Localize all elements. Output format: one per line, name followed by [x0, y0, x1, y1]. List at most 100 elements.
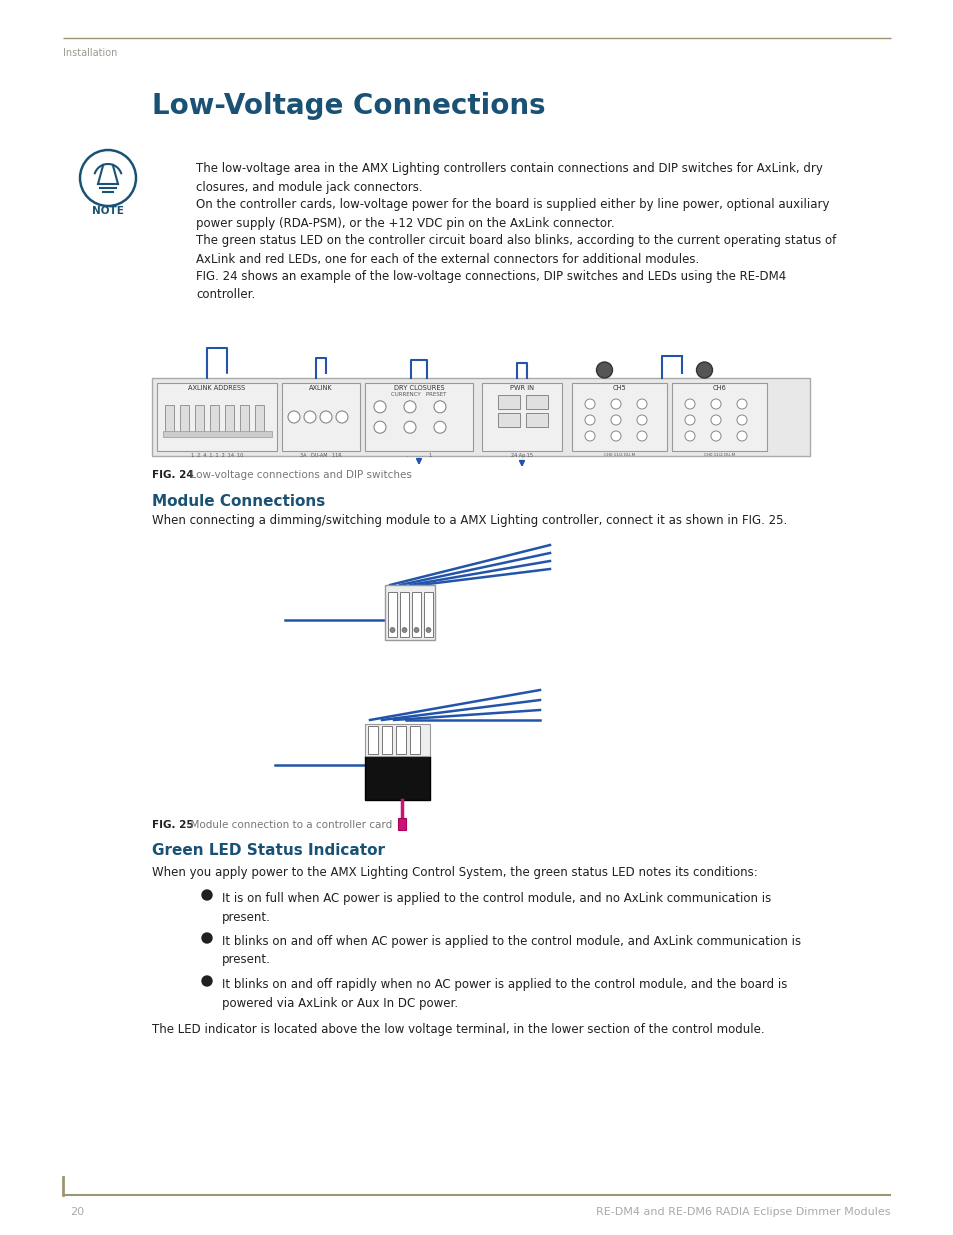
Bar — [385, 585, 435, 640]
Bar — [395, 726, 406, 755]
Circle shape — [684, 431, 695, 441]
Circle shape — [288, 411, 299, 424]
Text: Green LED Status Indicator: Green LED Status Indicator — [152, 844, 385, 858]
Circle shape — [374, 401, 386, 412]
Bar — [282, 383, 359, 451]
Circle shape — [710, 415, 720, 425]
Text: 3A   DU-AM   11R: 3A DU-AM 11R — [300, 453, 341, 458]
Text: The green status LED on the controller circuit board also blinks, according to t: The green status LED on the controller c… — [195, 233, 836, 266]
Circle shape — [390, 627, 395, 632]
Text: Low-voltage connections and DIP switches: Low-voltage connections and DIP switches — [184, 471, 412, 480]
Circle shape — [403, 421, 416, 433]
Bar — [210, 405, 219, 433]
Circle shape — [414, 627, 418, 632]
Bar — [194, 405, 204, 433]
Text: When connecting a dimming/switching module to a AMX Lighting controller, connect: When connecting a dimming/switching modu… — [152, 514, 786, 527]
Bar — [365, 383, 473, 451]
Circle shape — [584, 415, 595, 425]
Bar — [240, 405, 249, 433]
Text: AXLINK ADDRESS: AXLINK ADDRESS — [188, 385, 245, 391]
Bar — [254, 405, 264, 433]
Text: Installation: Installation — [63, 48, 117, 58]
Circle shape — [304, 411, 315, 424]
Circle shape — [374, 421, 386, 433]
Text: 24 Ap 15: 24 Ap 15 — [511, 453, 533, 458]
Text: The LED indicator is located above the low voltage terminal, in the lower sectio: The LED indicator is located above the l… — [152, 1023, 763, 1036]
Text: On the controller cards, low-voltage power for the board is supplied either by l: On the controller cards, low-voltage pow… — [195, 198, 828, 230]
Text: NOTE: NOTE — [92, 206, 124, 216]
Text: 1  2  4  1  1  2  14  10: 1 2 4 1 1 2 14 10 — [191, 453, 243, 458]
Circle shape — [426, 627, 431, 632]
Text: CH5: CH5 — [612, 385, 626, 391]
Circle shape — [202, 976, 212, 986]
Circle shape — [403, 401, 416, 412]
Bar — [410, 726, 419, 755]
Circle shape — [610, 415, 620, 425]
Bar — [497, 412, 519, 427]
Circle shape — [696, 362, 712, 378]
Bar — [497, 395, 519, 409]
Circle shape — [584, 399, 595, 409]
Bar — [381, 726, 392, 755]
Text: CH0 11/2 DU-M: CH0 11/2 DU-M — [603, 453, 635, 457]
Bar — [572, 383, 666, 451]
Bar — [423, 592, 433, 637]
Circle shape — [737, 431, 746, 441]
Circle shape — [710, 431, 720, 441]
Circle shape — [596, 362, 612, 378]
Text: It blinks on and off when AC power is applied to the control module, and AxLink : It blinks on and off when AC power is ap… — [222, 935, 801, 967]
Circle shape — [610, 399, 620, 409]
Bar — [525, 395, 547, 409]
Text: RE-DM4 and RE-DM6 RADIA Eclipse Dimmer Modules: RE-DM4 and RE-DM6 RADIA Eclipse Dimmer M… — [596, 1207, 890, 1216]
Bar — [398, 818, 406, 830]
Text: .         .    1: . . 1 — [405, 453, 432, 458]
Bar — [365, 724, 430, 756]
Circle shape — [684, 415, 695, 425]
Text: It is on full when AC power is applied to the control module, and no AxLink comm: It is on full when AC power is applied t… — [222, 892, 770, 924]
Bar — [412, 592, 420, 637]
Bar — [163, 431, 272, 437]
Circle shape — [710, 399, 720, 409]
Bar — [399, 592, 409, 637]
Bar — [365, 756, 430, 800]
Circle shape — [202, 890, 212, 900]
Text: CURRENCY   PRESET: CURRENCY PRESET — [391, 391, 446, 396]
Text: PWR IN: PWR IN — [510, 385, 534, 391]
Bar — [152, 378, 809, 456]
Bar — [388, 592, 396, 637]
Circle shape — [584, 431, 595, 441]
Text: FIG. 25: FIG. 25 — [152, 820, 193, 830]
Bar — [525, 412, 547, 427]
Text: 20: 20 — [70, 1207, 84, 1216]
Text: FIG. 24: FIG. 24 — [152, 471, 193, 480]
Circle shape — [637, 399, 646, 409]
Bar — [180, 405, 189, 433]
Text: CH0 11/2 DU-M: CH0 11/2 DU-M — [703, 453, 735, 457]
Text: Module connection to a controller card: Module connection to a controller card — [184, 820, 392, 830]
Bar — [671, 383, 766, 451]
Text: CH6: CH6 — [712, 385, 725, 391]
Circle shape — [610, 431, 620, 441]
Bar — [225, 405, 233, 433]
Bar — [165, 405, 173, 433]
Circle shape — [335, 411, 348, 424]
Circle shape — [401, 627, 407, 632]
Circle shape — [434, 401, 446, 412]
Circle shape — [737, 399, 746, 409]
Text: AXLINK: AXLINK — [309, 385, 333, 391]
Text: Low-Voltage Connections: Low-Voltage Connections — [152, 91, 545, 120]
Bar — [481, 383, 561, 451]
Text: Module Connections: Module Connections — [152, 494, 325, 509]
Text: When you apply power to the AMX Lighting Control System, the green status LED no: When you apply power to the AMX Lighting… — [152, 866, 757, 879]
Circle shape — [684, 399, 695, 409]
Circle shape — [637, 431, 646, 441]
Circle shape — [434, 421, 446, 433]
Text: It blinks on and off rapidly when no AC power is applied to the control module, : It blinks on and off rapidly when no AC … — [222, 978, 786, 1009]
Bar — [157, 383, 276, 451]
Text: FIG. 24 shows an example of the low-voltage connections, DIP switches and LEDs u: FIG. 24 shows an example of the low-volt… — [195, 270, 785, 301]
Text: DRY CLOSURES: DRY CLOSURES — [394, 385, 444, 391]
Circle shape — [637, 415, 646, 425]
Text: The low-voltage area in the AMX Lighting controllers contain connections and DIP: The low-voltage area in the AMX Lighting… — [195, 162, 822, 194]
Circle shape — [319, 411, 332, 424]
Circle shape — [737, 415, 746, 425]
